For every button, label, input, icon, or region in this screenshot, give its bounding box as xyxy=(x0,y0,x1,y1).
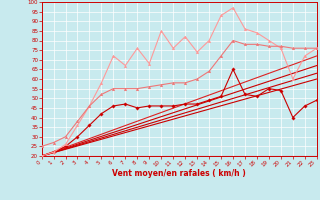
X-axis label: Vent moyen/en rafales ( km/h ): Vent moyen/en rafales ( km/h ) xyxy=(112,169,246,178)
